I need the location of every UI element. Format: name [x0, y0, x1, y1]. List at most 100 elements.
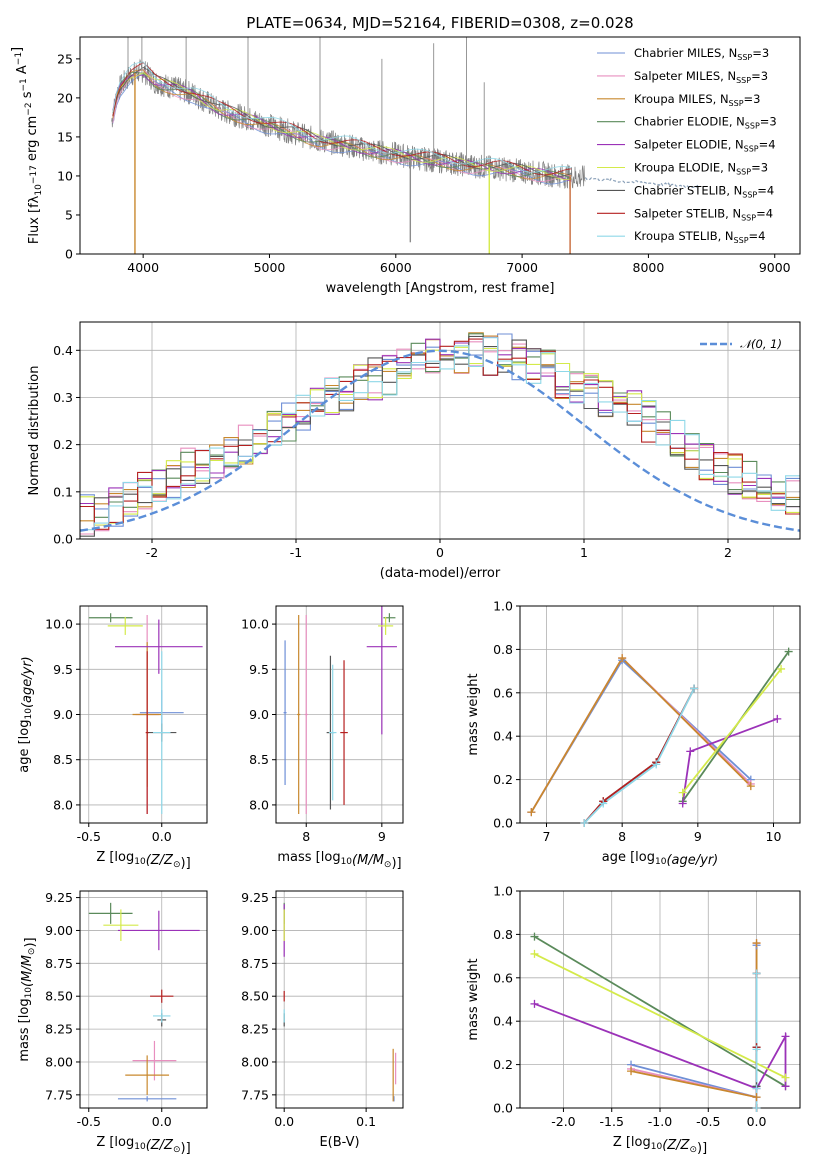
- y-tick-label: 0.6: [493, 685, 513, 700]
- legend-value: =4: [749, 229, 766, 243]
- mass-weight-line: [530, 656, 752, 813]
- x-tick-label: 1: [580, 545, 588, 560]
- label-part: −17: [29, 165, 39, 184]
- y-tick-label: 0.8: [493, 642, 513, 657]
- panel-residuals: -2 -1 0 1 2 0.0 0.1 0.2 0.3 0.4 (data-model)/error…: [27, 321, 801, 581]
- y-axis-label: Normed distribution: [27, 366, 42, 496]
- y-tick-label: 20: [57, 90, 73, 105]
- label-part: (age/yr): [666, 853, 718, 868]
- axes-frame: [275, 890, 404, 1109]
- y-tick-label: 0.0: [493, 816, 513, 831]
- y-axis-label: mass weight: [466, 673, 481, 755]
- label-part: 10: [24, 987, 34, 999]
- x-axis-label: Z [log10(Z/Z⊙)]: [96, 850, 190, 871]
- legend-subscript: SSP: [744, 145, 759, 154]
- x-tick-label: -0.5: [696, 1114, 720, 1129]
- y-tick-label: 0.4: [493, 729, 513, 744]
- x-tick-label: 4000: [127, 260, 159, 275]
- axes-frame: [79, 605, 208, 824]
- legend-entry: Kroupa ELODIE, NSSP=3: [634, 161, 768, 177]
- x-tick-label: 9: [694, 829, 702, 844]
- label-part: s: [20, 91, 35, 102]
- x-tick-label: 6000: [380, 260, 412, 275]
- y-tick-label: 0.3: [53, 390, 73, 405]
- y-tick-label: 8.75: [45, 956, 73, 971]
- x-axis-label: mass [log10(M/M⊙)]: [277, 850, 401, 871]
- y-tick-label: 25: [57, 51, 73, 66]
- legend-entry: Salpeter STELIB, NSSP=4: [634, 206, 773, 222]
- y-tick-label: 7.75: [241, 1087, 269, 1102]
- y-tick-label: 8.50: [45, 989, 73, 1004]
- legend-entry: Chabrier ELODIE, NSSP=3: [634, 115, 777, 131]
- y-tick-label: 5: [65, 207, 73, 222]
- axes-frame: [519, 605, 801, 824]
- label-part: A: [15, 65, 30, 78]
- mass-weight-marker: [527, 808, 536, 817]
- label-part: )]: [181, 856, 191, 871]
- mass-weight-marker: [678, 788, 687, 797]
- plot-area: [530, 651, 790, 823]
- mass-weight-marker: [784, 647, 793, 656]
- y-tick-label: 8.0: [249, 797, 269, 812]
- y-tick-label: 0.0: [53, 532, 73, 547]
- legend-subscript: SSP: [729, 99, 744, 108]
- label-part: λ: [27, 195, 42, 203]
- x-tick-label: -0.5: [77, 829, 101, 844]
- y-tick-label: 8.25: [45, 1022, 73, 1037]
- legend-value: =3: [751, 161, 768, 175]
- label-part: 10: [655, 857, 667, 867]
- label-part: −1: [14, 52, 24, 65]
- mass-weight-marker: [686, 747, 695, 756]
- x-tick-label: 7000: [506, 260, 538, 275]
- x-tick-label: 0.0: [747, 1114, 767, 1129]
- legend-subscript: SSP: [734, 236, 749, 245]
- panel-age-vs-z: -0.5 0.0 8.0 8.5 9.0 9.5 10.0 Z [log10(Z/Z⊙)] ag…: [17, 605, 208, 871]
- label-part: ]: [10, 47, 25, 52]
- y-tick-label: 15: [57, 129, 73, 144]
- mass-weight-marker: [652, 760, 661, 769]
- y-tick-label: 9.00: [241, 923, 269, 938]
- model-spectrum-line: [112, 72, 572, 180]
- mass-weight-marker: [678, 799, 687, 808]
- label-part: 10: [24, 708, 34, 720]
- observed-spectrum: [111, 58, 586, 189]
- mass-weight-marker: [781, 1082, 790, 1091]
- y-tick-label: 9.0: [249, 707, 269, 722]
- legend-entry: Salpeter ELODIE, NSSP=4: [634, 138, 776, 154]
- y-tick-label: 10.0: [45, 617, 73, 632]
- y-tick-label: 8.5: [53, 752, 73, 767]
- mass-weight-marker: [530, 949, 539, 958]
- label-part: ⊙: [27, 948, 37, 956]
- y-tick-label: 0.4: [493, 1014, 513, 1029]
- model-spectrum-line: [112, 66, 572, 178]
- y-tick-label: 8.5: [249, 752, 269, 767]
- x-axis-label: (data-model)/error: [380, 566, 501, 581]
- legend-value: =4: [759, 138, 776, 152]
- mass-weight-line: [534, 935, 786, 1088]
- legend-subscript: SSP: [745, 122, 760, 131]
- legend-value: =3: [752, 46, 769, 60]
- mass-weight-marker: [752, 1045, 761, 1054]
- x-tick-label: 7: [543, 829, 551, 844]
- x-axis-label: wavelength [Angstrom, rest frame]: [326, 281, 555, 296]
- x-tick-label: -1.5: [600, 1114, 624, 1129]
- mass-weight-marker: [752, 1104, 761, 1112]
- mass-weight-line: [530, 656, 752, 813]
- legend-value: =4: [757, 183, 774, 197]
- y-tick-label: 8.00: [241, 1054, 269, 1069]
- figure-title: PLATE=0634, MJD=52164, FIBERID=0308, z=0…: [246, 14, 633, 32]
- y-axis-label: age [log10(age/yr): [17, 656, 35, 772]
- normal-curve: [80, 349, 800, 532]
- y-tick-label: 0.1: [53, 484, 73, 499]
- y-tick-label: 8.25: [241, 1022, 269, 1037]
- residual-histogram: [80, 338, 800, 530]
- label-part: ⊙: [173, 1145, 181, 1155]
- legend-value: =3: [744, 92, 761, 106]
- mass-weight-marker: [781, 1073, 790, 1082]
- mass-weight-marker: [781, 1032, 790, 1041]
- axes-frame: [79, 890, 208, 1109]
- x-tick-label: 8: [618, 829, 626, 844]
- label-part: 10: [134, 857, 146, 867]
- mass-weight-marker: [530, 999, 539, 1008]
